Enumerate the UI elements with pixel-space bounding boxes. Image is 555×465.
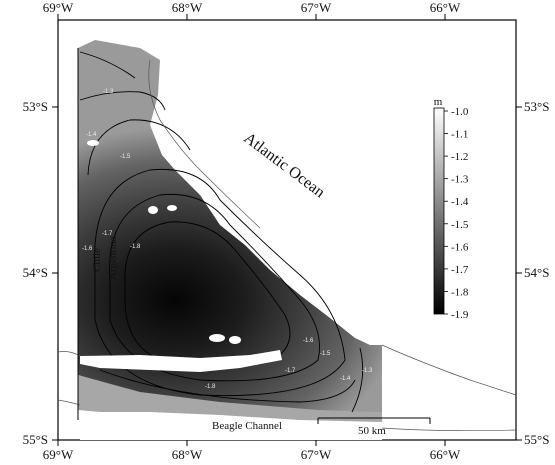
colorbar-tick-label: -1.7 bbox=[451, 264, 469, 276]
lat-label-right-54: 54°S bbox=[524, 265, 549, 280]
lon-label-top-69: 69°W bbox=[43, 0, 74, 15]
island-south bbox=[80, 350, 282, 372]
contour-label: -1.8 bbox=[205, 384, 216, 390]
lon-label-bottom-67: 67°W bbox=[301, 447, 332, 462]
lat-label-left-54: 54°S bbox=[23, 265, 48, 280]
lat-label-left-55: 55°S bbox=[23, 432, 48, 447]
colorbar-tick-label: -1.4 bbox=[451, 196, 469, 208]
colorbar-tick-label: -1.8 bbox=[451, 286, 469, 298]
lon-label-top-66: 66°W bbox=[430, 0, 461, 15]
island-small-2 bbox=[229, 336, 241, 344]
contour-label: -1.3 bbox=[362, 368, 373, 374]
beagle-channel-land bbox=[80, 415, 382, 440]
island-small-4 bbox=[167, 205, 177, 211]
lat-label-right-55: 55°S bbox=[524, 432, 549, 447]
island-small-1 bbox=[209, 334, 225, 342]
data-field bbox=[78, 40, 382, 415]
contour-label: -1.7 bbox=[102, 231, 113, 237]
lon-label-bottom-69: 69°W bbox=[43, 447, 74, 462]
scale-bar: 50 km bbox=[317, 417, 431, 437]
contour-label: -1.6 bbox=[303, 338, 314, 344]
contour-label: -1.4 bbox=[340, 376, 351, 382]
channel-label: Beagle Channel bbox=[212, 420, 282, 432]
lon-label-top-67: 67°W bbox=[301, 0, 332, 15]
lon-label-top-68: 68°W bbox=[172, 0, 203, 15]
colorbar-tick-label: -1.1 bbox=[451, 129, 468, 141]
colorbar: m -1.0-1.1-1.2-1.3-1.4-1.5-1.6-1.7-1.8-1… bbox=[433, 96, 469, 321]
contour-label: -1.7 bbox=[285, 368, 296, 374]
colorbar-unit: m bbox=[434, 96, 443, 108]
colorbar-ramp bbox=[433, 107, 445, 315]
colorbar-tick-label: -1.6 bbox=[451, 241, 469, 253]
contour-label: -1.3 bbox=[103, 89, 114, 95]
colorbar-tick-label: -1.9 bbox=[451, 309, 469, 321]
islands bbox=[80, 140, 382, 440]
contour-label: -1.8 bbox=[130, 244, 141, 250]
lon-label-bottom-68: 68°W bbox=[172, 447, 203, 462]
contour-label: -1.5 bbox=[120, 154, 131, 160]
colorbar-tick-label: -1.2 bbox=[451, 151, 468, 163]
contour-label: -1.4 bbox=[86, 132, 97, 138]
island-small-3 bbox=[148, 206, 158, 214]
axis-ticks bbox=[52, 14, 522, 446]
colorbar-tick-label: -1.3 bbox=[451, 174, 469, 186]
colorbar-tick-label: -1.5 bbox=[451, 219, 469, 231]
lat-label-left-53: 53°S bbox=[23, 99, 48, 114]
island-small-5 bbox=[87, 140, 99, 146]
lat-label-right-53: 53°S bbox=[524, 99, 549, 114]
contour-lines bbox=[79, 51, 364, 413]
colorbar-ticks: -1.0 -1.1 -1.2 -1.3 -1.4 -1.5 -1.6 -1.7 -1.8 -1.9 bbox=[444, 106, 469, 321]
colorbar-tick-label: -1.0 bbox=[451, 106, 469, 118]
contour-label: -1.5 bbox=[320, 351, 331, 357]
coastlines bbox=[58, 59, 516, 432]
scale-bar-label: 50 km bbox=[358, 425, 386, 437]
coastal-strip bbox=[78, 375, 382, 422]
border-label-argentina: Argentina bbox=[107, 236, 119, 280]
border-label-chile: Chile bbox=[91, 248, 103, 272]
lon-label-bottom-66: 66°W bbox=[430, 447, 461, 462]
contour-label: -1.6 bbox=[82, 246, 93, 252]
